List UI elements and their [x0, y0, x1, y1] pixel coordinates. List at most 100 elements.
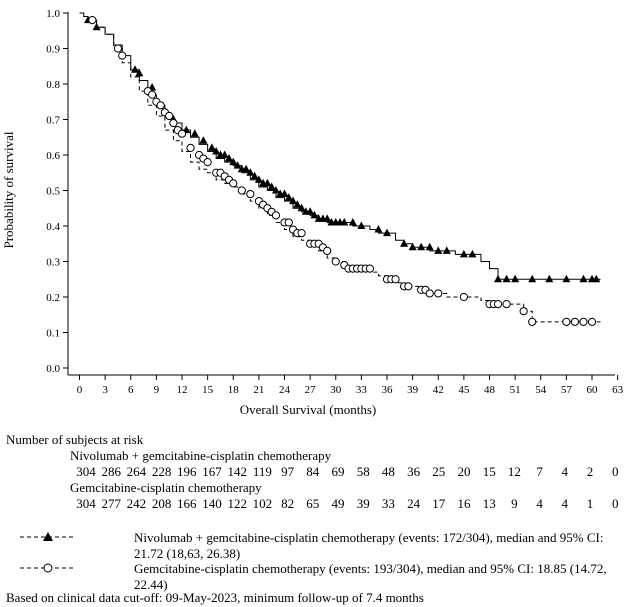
risk-count: 17 — [432, 496, 446, 511]
x-tick-label: 36 — [382, 384, 394, 396]
censor-marker-nivolumab — [562, 274, 571, 283]
censor-marker-chemo — [271, 211, 281, 220]
risk-count: 24 — [407, 496, 421, 511]
x-tick-label: 15 — [202, 384, 214, 396]
y-tick-label: 0.8 — [46, 79, 60, 91]
censor-marker-nivolumab — [271, 186, 280, 194]
risk-count: 4 — [561, 496, 569, 511]
censor-marker-nivolumab — [310, 210, 319, 219]
censor-marker-chemo — [177, 129, 187, 138]
risk-count: 15 — [482, 464, 496, 479]
risk-count: 20 — [457, 464, 471, 479]
x-tick-label: 63 — [612, 384, 624, 396]
y-tick-label: 0.0 — [46, 363, 60, 375]
censor-marker-chemo — [404, 282, 413, 291]
x-tick-label: 27 — [305, 384, 317, 396]
x-tick-label: 6 — [128, 384, 134, 396]
risk-count: 0 — [611, 496, 619, 511]
censor-marker-nivolumab — [442, 246, 451, 254]
censor-marker-nivolumab — [242, 164, 251, 173]
x-tick-label: 33 — [356, 384, 368, 396]
censor-marker-nivolumab — [135, 68, 144, 77]
censor-marker-chemo — [459, 292, 468, 302]
censor-marker-nivolumab — [92, 22, 101, 31]
censor-marker-chemo — [169, 118, 178, 128]
x-tick-label: 12 — [177, 384, 188, 396]
x-tick-label: 3 — [102, 384, 108, 396]
censor-marker-nivolumab — [408, 242, 417, 251]
censor-marker-nivolumab — [306, 207, 315, 215]
km-chart: 0.00.10.20.30.40.50.60.70.80.91.00 3 6 9 12 1… — [1, 8, 624, 417]
censor-marker-chemo — [113, 44, 123, 53]
legend-text-nivolumab: Nivolumab + gemcitabine-cisplatin chemot… — [134, 530, 604, 561]
censor-marker-chemo — [579, 317, 588, 326]
y-tick-label: 0.2 — [46, 292, 60, 304]
censor-marker-nivolumab — [434, 246, 443, 254]
censor-marker-nivolumab — [220, 150, 229, 158]
risk-count: 166 — [177, 496, 197, 511]
censor-marker-chemo — [88, 16, 97, 25]
x-tick-label: 18 — [228, 384, 240, 396]
censor-marker-chemo — [203, 158, 212, 167]
risk-count: 49 — [331, 496, 345, 511]
legend-key-nivolumab — [20, 532, 76, 541]
censor-marker-nivolumab — [212, 146, 221, 155]
censor-marker-chemo — [165, 111, 174, 121]
risk-count: 16 — [457, 496, 471, 511]
censor-marker-chemo — [519, 307, 528, 316]
censor-marker-nivolumab — [592, 274, 601, 283]
risk-count: 65 — [306, 496, 320, 511]
risk-count: 264 — [126, 464, 147, 479]
censor-marker-nivolumab — [417, 242, 426, 251]
censor-marker-nivolumab — [280, 189, 289, 198]
censor-marker-nivolumab — [340, 217, 349, 226]
x-tick-label: 54 — [535, 384, 547, 396]
censor-marker-nivolumab — [323, 214, 332, 222]
y-axis-title: Probability of survival — [1, 131, 16, 248]
risk-count: 0 — [611, 464, 619, 479]
y-tick-label: 0.3 — [46, 257, 60, 269]
censor-marker-chemo — [570, 317, 580, 326]
risk-table-title: Number of subjects at risk — [6, 432, 144, 447]
censor-marker-chemo — [297, 229, 306, 238]
risk-count: 277 — [101, 496, 121, 511]
censor-marker-nivolumab — [425, 242, 434, 251]
censor-marker-chemo — [237, 186, 246, 195]
censor-marker-chemo — [156, 101, 165, 110]
survival-curves — [79, 12, 601, 323]
risk-count: 167 — [202, 464, 222, 479]
censor-marker-chemo — [229, 179, 238, 188]
censor-marker-chemo — [562, 317, 571, 326]
legend-key-chemo — [20, 563, 76, 573]
risk-count: 33 — [381, 496, 395, 511]
risk-count: 48 — [381, 464, 395, 479]
censor-marker-nivolumab — [254, 175, 263, 183]
risk-count: 69 — [331, 464, 345, 479]
risk-count: 12 — [507, 464, 521, 479]
censor-marker-chemo — [284, 218, 293, 227]
risk-count: 122 — [227, 496, 247, 511]
risk-count: 2 — [586, 464, 594, 479]
x-tick-label: 39 — [407, 384, 419, 396]
risk-count: 13 — [482, 496, 496, 511]
censor-marker-chemo — [528, 317, 537, 326]
censor-marker-nivolumab — [357, 221, 366, 229]
x-tick-label: 42 — [433, 384, 444, 396]
censor-marker-chemo — [502, 300, 511, 309]
censor-marker-nivolumab — [468, 249, 477, 258]
censor-marker-chemo — [323, 246, 332, 255]
legend-text-chemo: Gemcitabine-cisplatin chemotherapy (even… — [134, 561, 607, 592]
censor-marker-chemo — [118, 51, 127, 60]
risk-group-label-chemo: Gemcitabine-cisplatin chemotherapy — [70, 480, 262, 495]
censor-marker-nivolumab — [207, 143, 216, 151]
censor-marker-chemo — [365, 264, 375, 273]
censor-marker-chemo — [186, 143, 195, 152]
x-tick-label: 9 — [154, 384, 160, 396]
risk-count: 228 — [151, 464, 172, 479]
axes: 0.00.10.20.30.40.50.60.70.80.91.00 3 6 9 12 1… — [46, 8, 623, 396]
risk-count: 140 — [202, 496, 222, 511]
risk-count: 82 — [281, 496, 295, 511]
risk-count: 119 — [252, 464, 272, 479]
y-tick-label: 1.0 — [46, 8, 60, 20]
censor-marker-nivolumab — [284, 193, 293, 201]
